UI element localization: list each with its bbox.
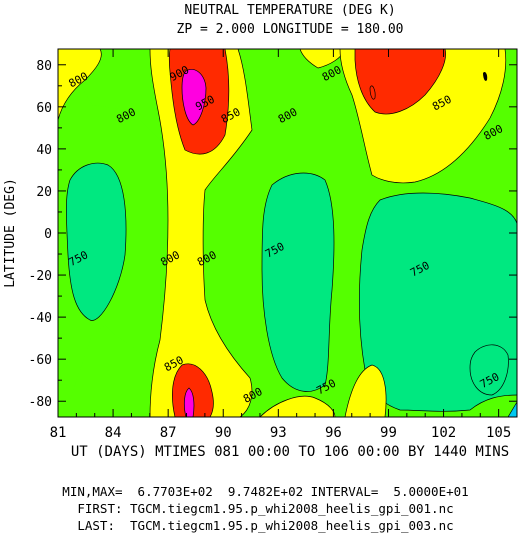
x-axis-label: UT (DAYS) MTIMES 081 00:00 TO 106 00:00 …	[71, 444, 509, 460]
level-700-region	[507, 401, 517, 417]
y-tick-label: 0	[44, 227, 52, 242]
x-tick-label: 96	[325, 425, 342, 441]
x-tick-label: 99	[380, 425, 397, 441]
y-tick-label: -40	[29, 311, 52, 326]
y-tick-label: -20	[29, 269, 52, 284]
level-850-region-northwest	[58, 49, 102, 121]
x-tick-label: 84	[105, 425, 122, 441]
y-tick-label: 60	[36, 101, 52, 116]
y-tick-label: -80	[29, 395, 52, 410]
y-tick-label: 20	[36, 185, 52, 200]
chart-title: NEUTRAL TEMPERATURE (DEG K)	[184, 3, 395, 18]
footer-last-file: LAST: TGCM.tiegcm1.95.p_whi2008_heelis_g…	[77, 518, 454, 533]
x-tick-label: 81	[50, 425, 67, 441]
level-750-region-west	[66, 162, 127, 321]
level-850-region-south-east	[344, 364, 387, 417]
x-tick-label: 93	[270, 425, 287, 441]
level-950-region-south	[183, 387, 195, 417]
contour-closed-small	[369, 85, 376, 100]
x-tick-label: 105	[486, 425, 511, 441]
contour-spot	[483, 71, 488, 81]
y-tick-label: 40	[36, 143, 52, 158]
x-tick-label: 102	[431, 425, 456, 441]
contour-fill	[58, 49, 517, 417]
y-tick-label: 80	[36, 59, 52, 74]
footer-first-file: FIRST: TGCM.tiegcm1.95.p_whi2008_heelis_…	[77, 501, 454, 516]
footer-minmax: MIN,MAX= 6.7703E+02 9.7482E+02 INTERVAL=…	[62, 484, 469, 499]
level-950-region-north	[181, 68, 207, 126]
level-850-region-central	[149, 49, 253, 417]
y-axis-label: LATITUDE (DEG)	[3, 178, 18, 288]
x-tick-label: 87	[160, 425, 177, 441]
x-tick-label: 90	[215, 425, 232, 441]
level-900-region-northeast	[354, 49, 446, 115]
level-900-region-south	[172, 363, 214, 417]
level-750-region-center	[261, 172, 335, 392]
axes: 81 84 87 90 93 96 99 102 105 80 60 40 20 0 -20 -40 -60 -8…	[29, 49, 517, 441]
y-tick-label: -60	[29, 353, 52, 368]
chart-subtitle: ZP = 2.000 LONGITUDE = 180.00	[177, 22, 404, 37]
level-750-region-southeast	[469, 344, 509, 396]
